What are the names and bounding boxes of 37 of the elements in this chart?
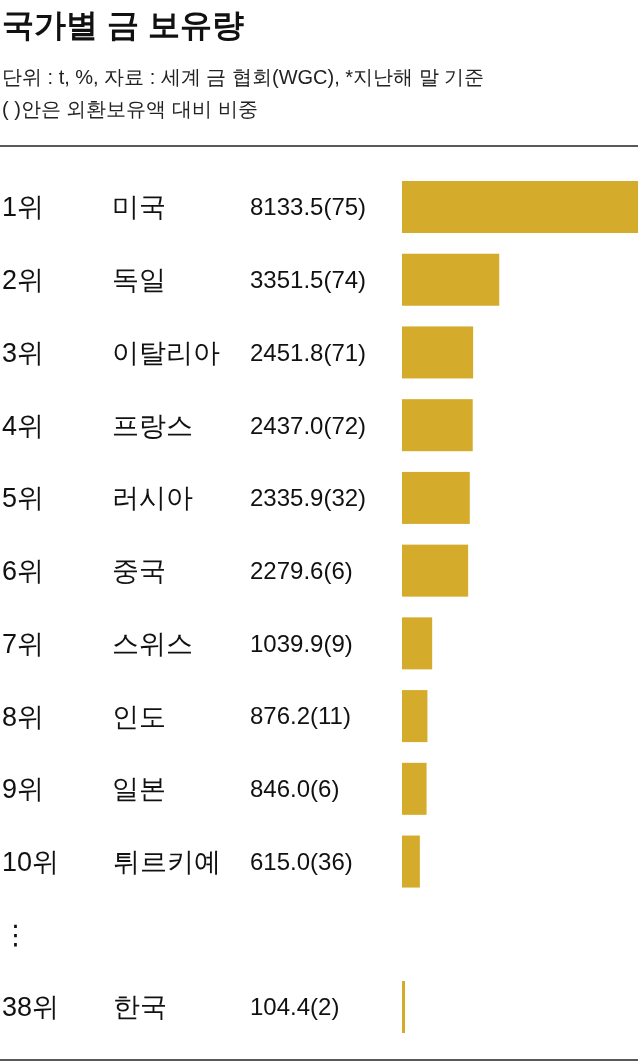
data-label: 2335.9(32) bbox=[250, 484, 367, 512]
y-tick-label: 3위 이탈리아 bbox=[2, 337, 220, 368]
y-tick-label: 1위 미국 bbox=[2, 192, 166, 223]
y-tick-label: 5위 러시아 bbox=[2, 483, 193, 514]
y-tick-label: 8위 인도 bbox=[2, 701, 166, 732]
data-label: 3351.5(74) bbox=[250, 266, 367, 294]
bar bbox=[402, 690, 428, 743]
bar bbox=[402, 762, 427, 815]
bar bbox=[402, 181, 638, 233]
y-tick-label: 9위 일본 bbox=[2, 774, 166, 805]
data-label: 104.4(2) bbox=[250, 993, 340, 1021]
y-tick-label: 6위 중국 bbox=[2, 556, 166, 587]
chart-subtitle: 단위 : t, %, 자료 : 세계 금 협회(WGC), *지난해 말 기준 bbox=[2, 66, 485, 88]
bar bbox=[402, 326, 474, 379]
text: 국가별 금 보유량 bbox=[2, 7, 244, 43]
data-label: 846.0(6) bbox=[250, 775, 340, 803]
bar bbox=[402, 835, 420, 888]
bar bbox=[402, 253, 500, 306]
y-tick-label: 10위 튀르키예 bbox=[2, 847, 221, 877]
y-tick-label: 4위 프랑스 bbox=[2, 410, 193, 441]
bar bbox=[402, 617, 433, 670]
text: ( )안은 외환보유액 대비 비중 bbox=[2, 98, 258, 120]
y-tick-label: 2위 독일 bbox=[2, 265, 166, 296]
data-label: 876.2(11) bbox=[250, 702, 351, 730]
data-label: 8133.5(75) bbox=[250, 193, 367, 221]
data-label: 2437.0(72) bbox=[250, 411, 367, 439]
y-tick-label: 38위 한국 bbox=[2, 992, 167, 1023]
bar bbox=[402, 471, 470, 524]
bar bbox=[402, 544, 469, 597]
bar bbox=[402, 399, 473, 452]
y-tick-label: ⋮ bbox=[2, 919, 29, 950]
bar bbox=[402, 981, 406, 1033]
y-tick-label: 7위 스위스 bbox=[2, 628, 193, 659]
data-label: 615.0(36) bbox=[250, 847, 353, 875]
data-label: 1039.9(9) bbox=[250, 629, 353, 657]
data-label: 2279.6(6) bbox=[250, 557, 353, 585]
data-label: 2451.8(71) bbox=[250, 338, 367, 366]
